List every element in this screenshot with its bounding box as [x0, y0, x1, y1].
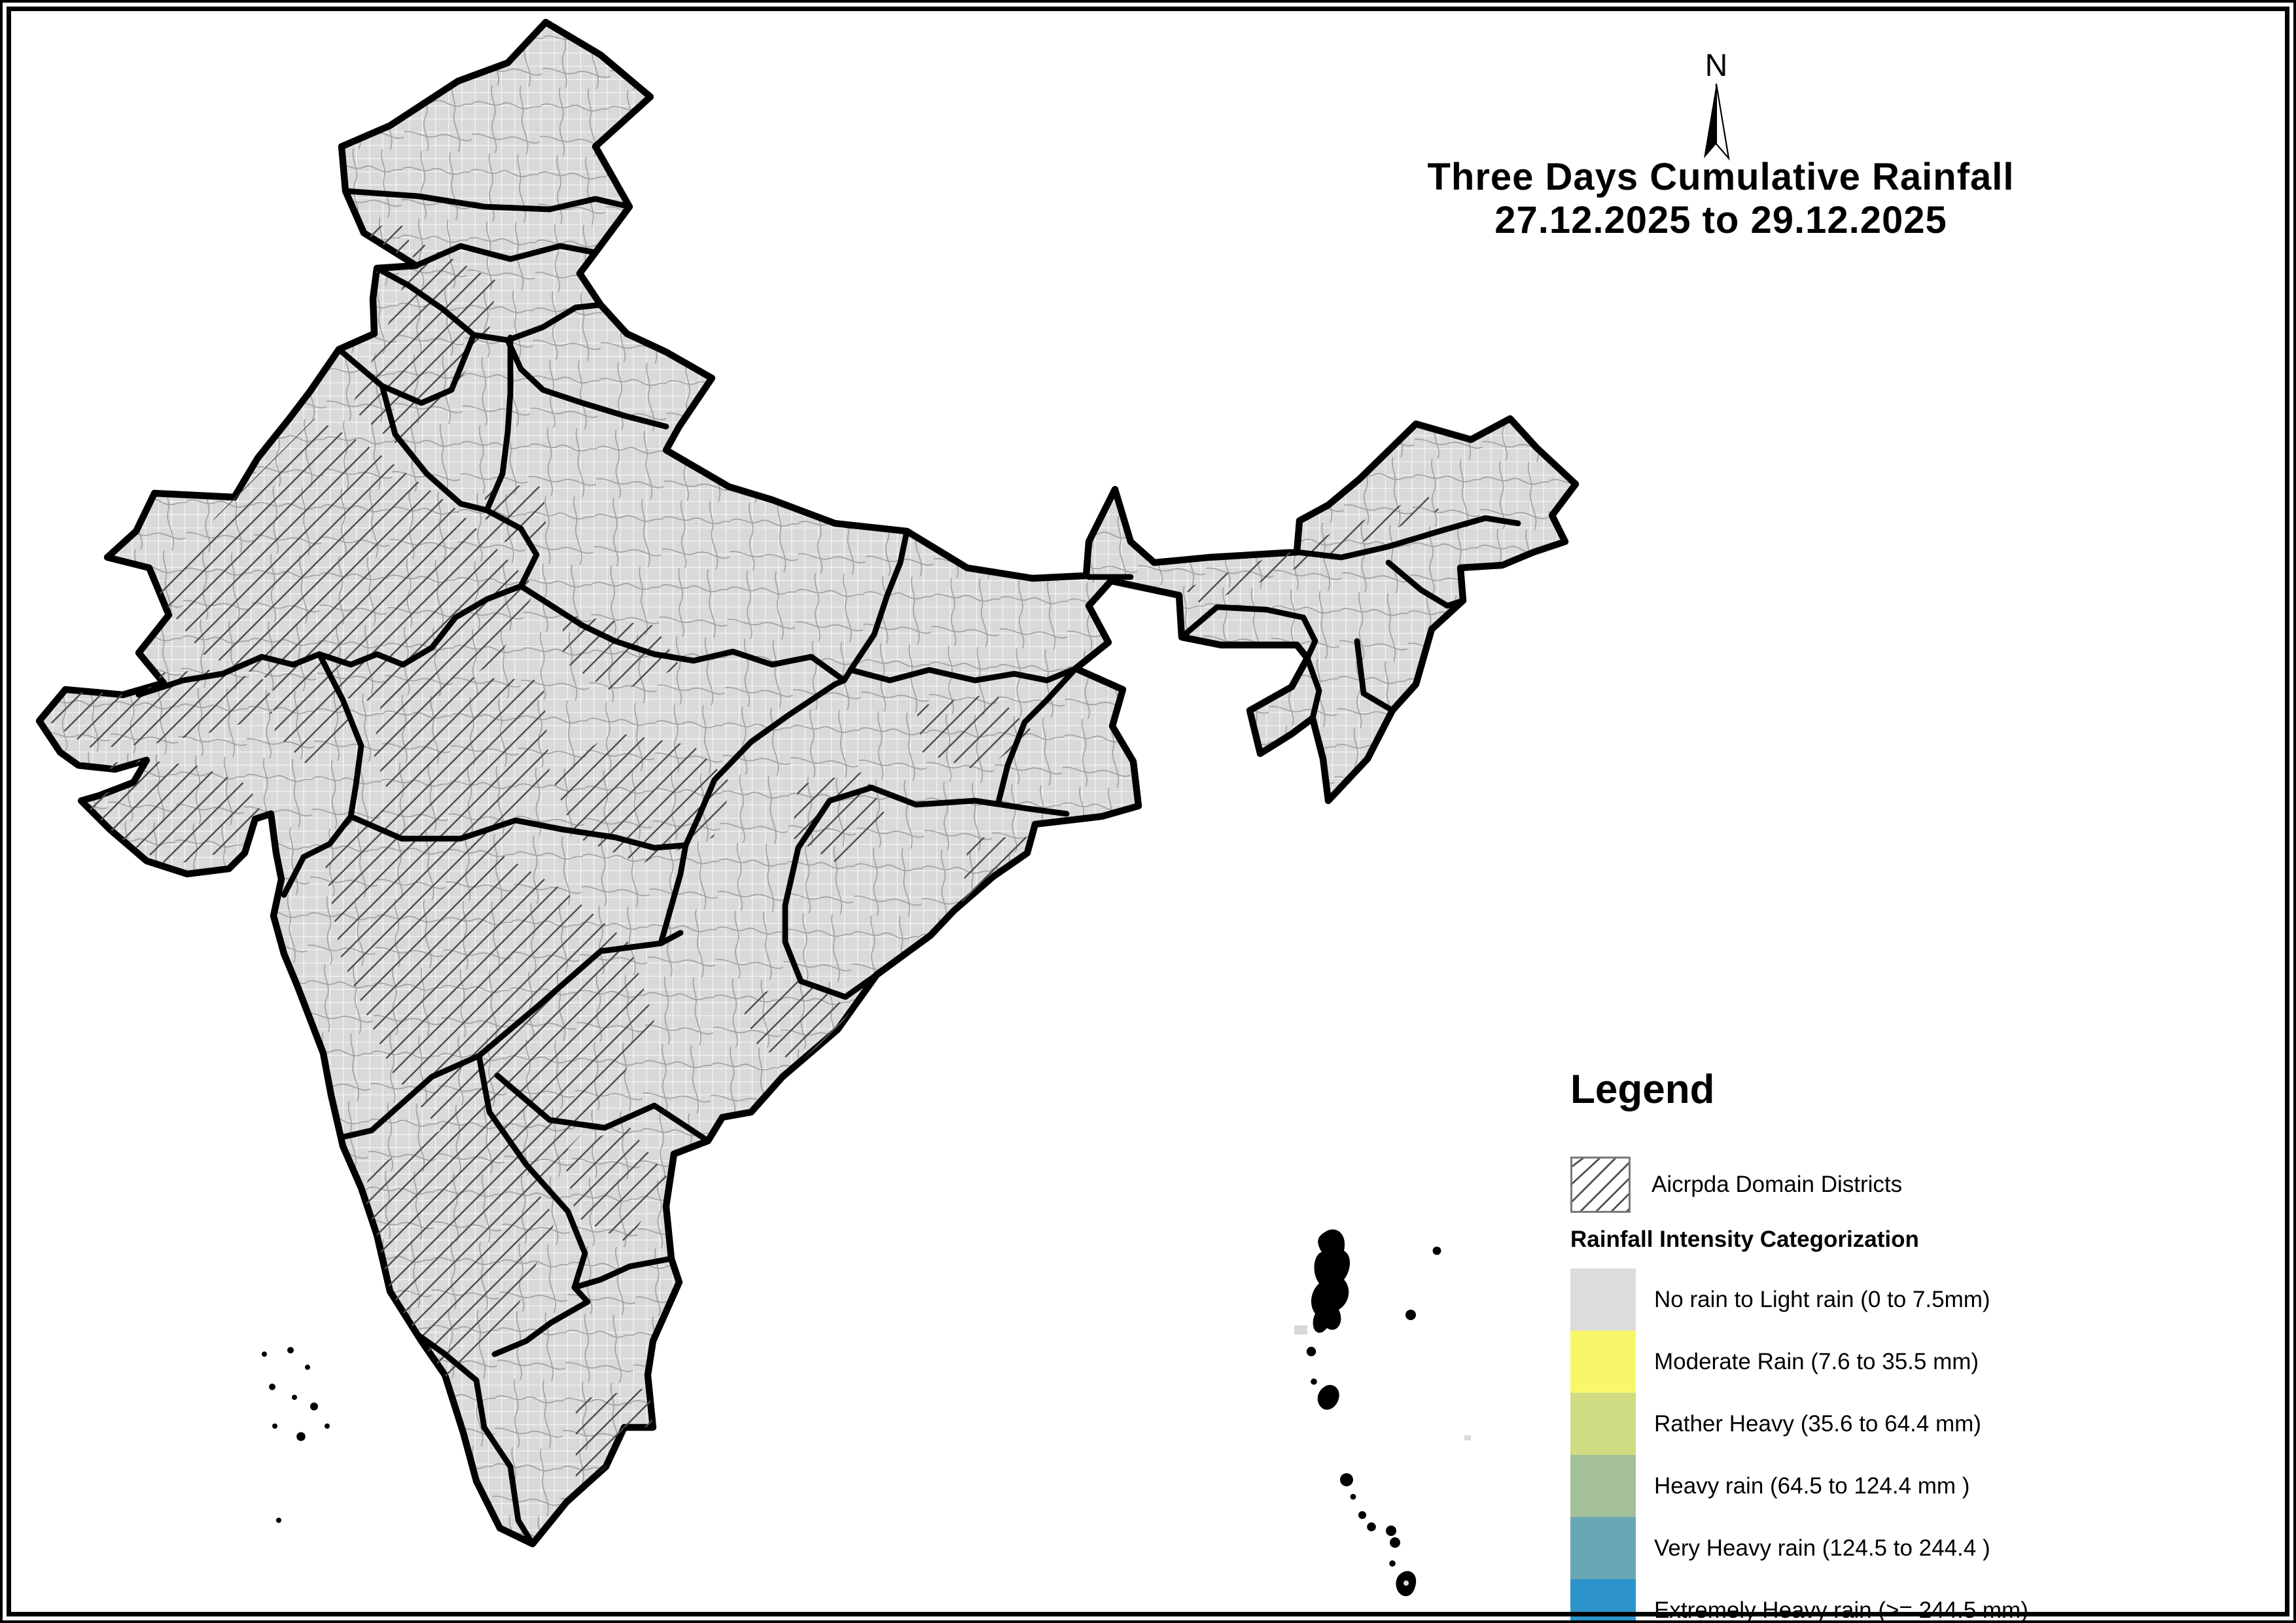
state-boundaries: [135, 188, 1521, 1544]
legend-categories: No rain to Light rain (0 to 7.5mm) Moder…: [1570, 1268, 2257, 1623]
rainfall-intensity-heading: Rainfall Intensity Categorization: [1570, 1227, 1919, 1252]
legend-category-row: Heavy rain (64.5 to 124.4 mm ): [1570, 1455, 2257, 1517]
legend-category-row: No rain to Light rain (0 to 7.5mm): [1570, 1268, 2257, 1331]
map-title-line1: Three Days Cumulative Rainfall: [1427, 156, 2015, 198]
category-label: Very Heavy rain (124.5 to 244.4 ): [1654, 1535, 1990, 1561]
category-color-swatch: [1570, 1579, 1636, 1623]
category-label: Heavy rain (64.5 to 124.4 mm ): [1654, 1473, 1970, 1499]
legend-category-row: Very Heavy rain (124.5 to 244.4 ): [1570, 1517, 2257, 1579]
map-title-line2: 27.12.2025 to 29.12.2025: [1494, 199, 1947, 241]
legend-category-row: Moderate Rain (7.6 to 35.5 mm): [1570, 1331, 2257, 1393]
category-color-swatch: [1570, 1517, 1636, 1579]
lakshadweep-islands: [262, 1347, 330, 1523]
india-landmass: [35, 18, 1580, 1548]
north-label: N: [1705, 48, 1728, 83]
legend-domain-row: Aicrpda Domain Districts: [1570, 1155, 2257, 1215]
aicrpda-domain-label: Aicrpda Domain Districts: [1651, 1172, 1903, 1197]
andaman-nicobar-islands: [1306, 1229, 1441, 1596]
north-arrow-glyph: [1704, 83, 1730, 161]
category-label: Moderate Rain (7.6 to 35.5 mm): [1654, 1348, 1979, 1374]
category-color-swatch: [1570, 1393, 1636, 1455]
aicrpda-hatch-swatch: [1570, 1157, 1631, 1213]
map-title: Three Days Cumulative Rainfall 27.12.202…: [1328, 156, 2113, 242]
category-label: Extremely Heavy rain (>= 244.5 mm): [1654, 1597, 2028, 1623]
legend-category-row: Rather Heavy (35.6 to 64.4 mm): [1570, 1393, 2257, 1455]
category-label: No rain to Light rain (0 to 7.5mm): [1654, 1286, 1990, 1312]
legend-category-row: Extremely Heavy rain (>= 244.5 mm): [1570, 1579, 2257, 1623]
legend-panel: Legend Aicrpda Domain Districts Rainfall…: [1570, 1066, 2257, 1623]
category-color-swatch: [1570, 1331, 1636, 1393]
category-label: Rather Heavy (35.6 to 64.4 mm): [1654, 1410, 1981, 1437]
north-arrow: N: [1704, 48, 1730, 161]
category-color-swatch: [1570, 1268, 1636, 1331]
legend-heading: Legend: [1570, 1067, 1715, 1112]
category-color-swatch: [1570, 1455, 1636, 1517]
no-data-cells: [1294, 1325, 1471, 1440]
